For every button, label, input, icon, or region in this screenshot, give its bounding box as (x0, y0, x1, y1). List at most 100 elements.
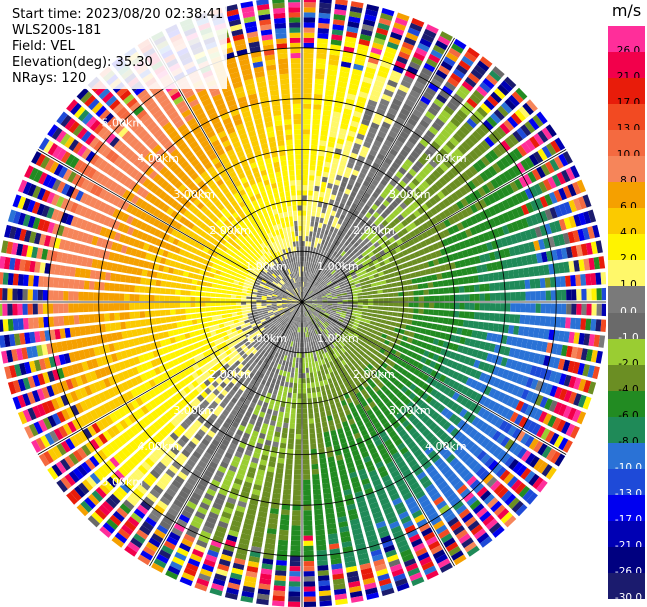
velocity-gate (346, 349, 352, 355)
velocity-gate (302, 347, 305, 353)
velocity-gate (384, 388, 392, 396)
velocity-gate (351, 343, 357, 350)
velocity-gate (312, 479, 320, 485)
velocity-gate (395, 184, 404, 192)
velocity-gate (224, 451, 233, 460)
velocity-gate (340, 334, 346, 340)
velocity-gate (287, 448, 294, 455)
velocity-gate (354, 280, 360, 285)
velocity-gate (341, 541, 353, 548)
velocity-gate (446, 492, 458, 503)
velocity-gate (324, 278, 330, 283)
velocity-gate (287, 392, 292, 398)
velocity-gate (349, 269, 355, 274)
velocity-gate (275, 472, 283, 479)
velocity-gate (381, 254, 388, 260)
velocity-gate (363, 192, 371, 200)
velocity-gate (112, 385, 121, 396)
velocity-gate (416, 277, 423, 283)
velocity-gate (403, 198, 411, 207)
velocity-gate (332, 318, 339, 323)
velocity-gate (515, 400, 525, 412)
velocity-gate (352, 221, 359, 228)
velocity-gate (192, 450, 202, 460)
velocity-gate (149, 399, 158, 409)
velocity-gate (159, 428, 169, 438)
velocity-gate (152, 484, 164, 495)
velocity-gate (464, 137, 475, 148)
velocity-gate (229, 524, 241, 533)
velocity-gate (208, 483, 219, 492)
velocity-gate (258, 464, 267, 471)
velocity-gate (366, 61, 378, 70)
velocity-gate (461, 437, 471, 448)
velocity-gate (350, 214, 357, 221)
velocity-gate (98, 379, 107, 390)
velocity-gate (291, 530, 301, 536)
velocity-gate (390, 469, 401, 479)
velocity-gate (303, 139, 310, 145)
velocity-gate (317, 33, 329, 39)
velocity-gate (279, 311, 285, 315)
velocity-gate (165, 570, 179, 580)
velocity-gate (474, 224, 482, 234)
velocity-gate (406, 279, 413, 285)
velocity-gate (346, 183, 353, 191)
velocity-gate (268, 336, 273, 342)
velocity-gate (162, 516, 174, 526)
velocity-gate (350, 476, 359, 484)
velocity-gate (314, 310, 319, 314)
velocity-gate (179, 389, 187, 398)
velocity-gate (332, 111, 341, 118)
velocity-gate (254, 381, 260, 388)
velocity-gate (311, 296, 317, 299)
velocity-gate (580, 274, 587, 286)
velocity-gate (125, 443, 135, 454)
velocity-gate (469, 294, 475, 301)
velocity-gate (317, 300, 323, 302)
velocity-gate (568, 331, 575, 344)
velocity-gate (203, 379, 211, 387)
velocity-gate (274, 340, 279, 346)
velocity-gate (430, 207, 438, 216)
velocity-gate (237, 468, 246, 476)
velocity-gate (303, 474, 311, 480)
velocity-gate (562, 405, 572, 419)
velocity-gate (408, 459, 418, 468)
velocity-gate (299, 312, 301, 318)
velocity-gate (117, 407, 127, 418)
velocity-gate (575, 318, 582, 330)
velocity-gate (357, 299, 363, 302)
velocity-gate (303, 287, 306, 292)
velocity-gate (324, 263, 329, 269)
velocity-gate (249, 320, 256, 325)
velocity-gate (511, 336, 518, 347)
velocity-gate (347, 21, 360, 29)
velocity-gate (382, 269, 389, 275)
velocity-gate (337, 191, 344, 198)
velocity-gate (191, 371, 199, 379)
velocity-gate (472, 89, 485, 101)
velocity-gate (362, 302, 369, 306)
velocity-gate (356, 353, 363, 360)
velocity-gate (303, 484, 311, 491)
velocity-gate (487, 364, 495, 374)
velocity-gate (582, 227, 590, 240)
velocity-gate (277, 323, 282, 329)
velocity-gate (497, 367, 505, 378)
velocity-gate (361, 23, 374, 32)
velocity-gate (166, 398, 175, 407)
velocity-gate (385, 112, 396, 121)
velocity-gate (411, 431, 421, 440)
velocity-gate (307, 210, 311, 216)
velocity-gate (346, 397, 353, 404)
velocity-gate (397, 460, 407, 469)
velocity-gate (283, 307, 288, 311)
velocity-gate (233, 404, 241, 412)
velocity-gate (447, 121, 458, 132)
velocity-gate (430, 345, 438, 353)
velocity-gate (307, 289, 311, 294)
velocity-gate (406, 401, 415, 410)
velocity-gate (181, 572, 195, 582)
velocity-gate (298, 378, 302, 384)
